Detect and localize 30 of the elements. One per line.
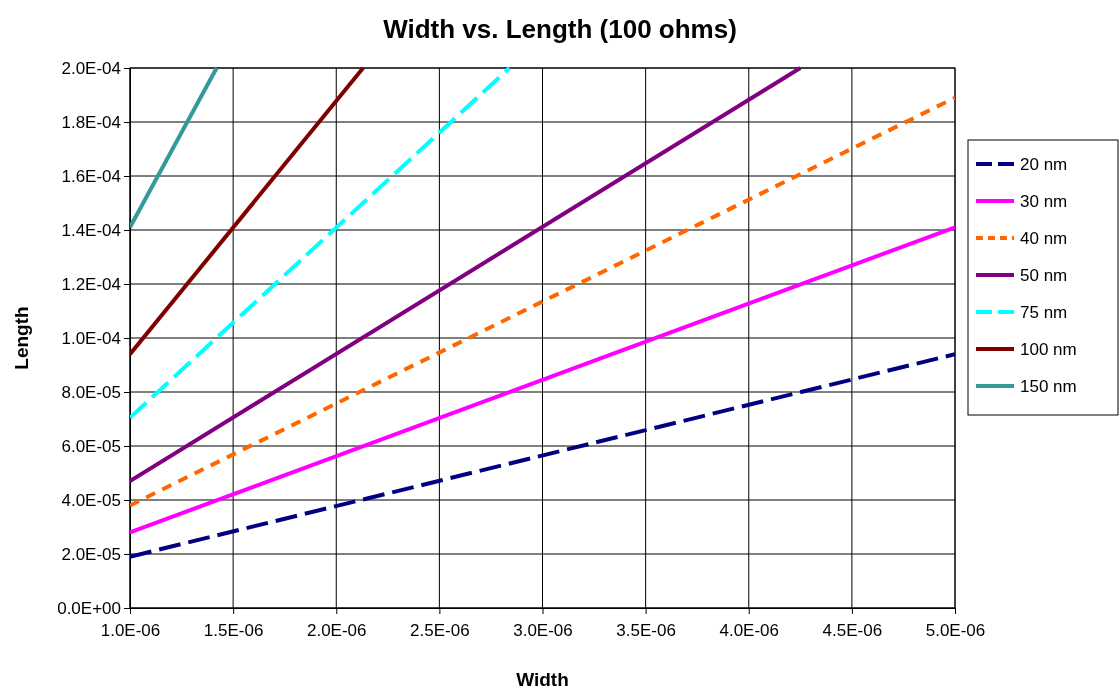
y-tick-label: 2.0E-05 xyxy=(61,544,121,564)
y-tick-label: 1.2E-04 xyxy=(61,274,121,294)
y-tick-label: 6.0E-05 xyxy=(61,436,121,456)
x-tick-label: 2.0E-06 xyxy=(306,620,367,640)
y-tick-label: 1.8E-04 xyxy=(61,112,121,132)
x-tick-label: 4.0E-06 xyxy=(719,620,780,640)
x-tick-label: 3.5E-06 xyxy=(616,620,676,640)
y-tick-label: 4.0E-05 xyxy=(61,490,121,510)
chart-title: Width vs. Length (100 ohms) xyxy=(383,14,737,44)
y-tick-label: 1.0E-04 xyxy=(61,328,121,348)
legend-label: 20 nm xyxy=(1020,155,1068,174)
y-tick-label: 8.0E-05 xyxy=(61,382,121,402)
y-tick-label: 1.4E-04 xyxy=(61,220,121,240)
y-tick-label: 2.0E-04 xyxy=(61,58,121,78)
legend-label: 40 nm xyxy=(1020,229,1068,248)
x-tick-label: 1.0E-06 xyxy=(100,620,161,640)
x-tick-label: 4.5E-06 xyxy=(822,620,883,640)
x-tick-label: 3.0E-06 xyxy=(513,620,573,640)
legend-label: 50 nm xyxy=(1020,266,1068,285)
x-tick-label: 2.5E-06 xyxy=(410,620,470,640)
x-tick-label: 5.0E-06 xyxy=(925,620,986,640)
y-tick-label: 1.6E-04 xyxy=(61,166,121,186)
legend-label: 75 nm xyxy=(1020,303,1068,322)
y-tick-label: 0.0E+00 xyxy=(57,598,121,618)
x-axis-title: Width xyxy=(516,669,569,689)
y-axis-title: Length xyxy=(11,306,32,370)
legend-label: 100 nm xyxy=(1020,340,1077,359)
legend-label: 30 nm xyxy=(1020,192,1068,211)
legend-label: 150 nm xyxy=(1020,377,1077,396)
x-tick-label: 1.5E-06 xyxy=(203,620,264,640)
